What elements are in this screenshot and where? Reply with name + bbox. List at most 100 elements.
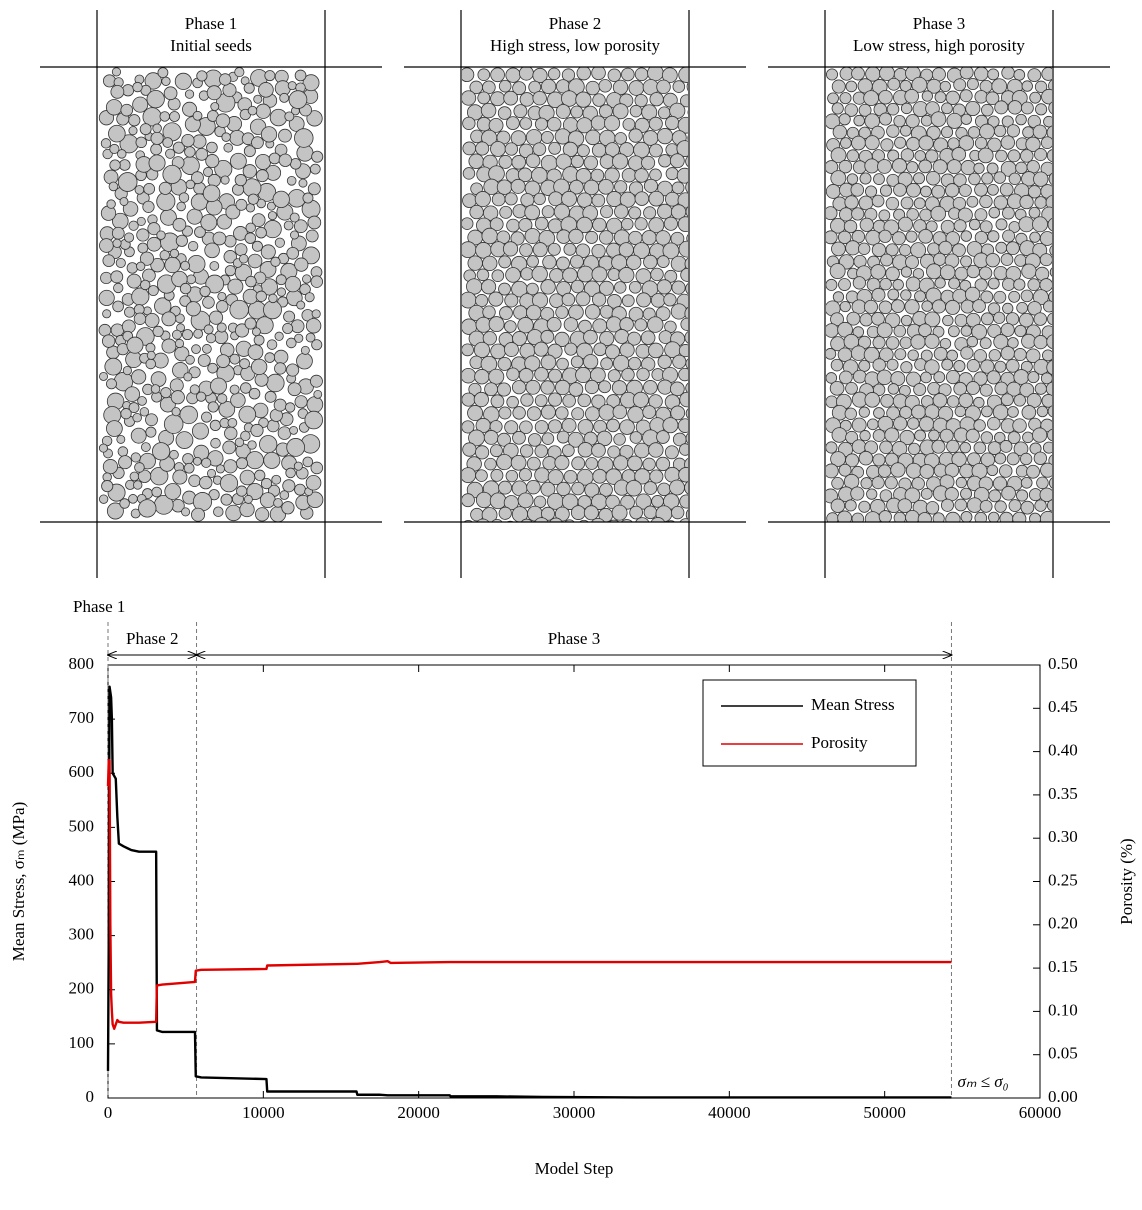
particle — [309, 163, 321, 175]
particle — [310, 275, 323, 288]
particle — [575, 366, 592, 384]
particle — [126, 336, 144, 354]
particle — [1047, 312, 1052, 326]
particle — [146, 350, 156, 360]
particle — [1037, 525, 1048, 536]
particle — [859, 313, 873, 327]
particle — [960, 346, 974, 360]
particle — [921, 90, 933, 102]
particle — [629, 104, 643, 118]
particle — [878, 209, 891, 222]
particle — [999, 182, 1014, 197]
particle — [119, 197, 129, 206]
particle — [554, 506, 570, 522]
particle — [994, 381, 1009, 396]
particle — [1042, 349, 1052, 362]
particle — [132, 96, 149, 113]
particle — [170, 390, 185, 405]
particle — [864, 392, 881, 408]
particle — [955, 476, 967, 489]
particle — [239, 501, 255, 518]
particle — [611, 380, 628, 396]
particle — [1039, 253, 1052, 267]
particle — [511, 380, 527, 395]
particle — [1027, 371, 1040, 384]
particle — [583, 329, 598, 345]
particle — [294, 483, 306, 496]
particle — [171, 407, 181, 417]
particle — [162, 137, 173, 148]
particle — [547, 469, 564, 486]
particle — [534, 394, 548, 407]
particle — [1007, 337, 1019, 349]
particle — [526, 282, 539, 296]
particle — [202, 344, 212, 354]
particle — [879, 489, 893, 502]
particle — [546, 116, 562, 132]
panel-subtitle: Low stress, high porosity — [853, 36, 1025, 55]
particle — [172, 217, 187, 232]
particle — [829, 381, 845, 396]
particle — [136, 216, 146, 226]
particle — [191, 171, 204, 185]
particle — [864, 158, 880, 174]
particle — [973, 349, 987, 363]
particle — [490, 394, 505, 409]
particle — [518, 67, 534, 81]
particle — [279, 490, 290, 500]
particle — [240, 382, 252, 394]
particle — [230, 152, 247, 170]
particle — [924, 359, 940, 375]
particle — [110, 84, 125, 99]
particle — [627, 331, 642, 346]
particle — [192, 456, 202, 466]
particle — [946, 159, 962, 175]
particle — [648, 442, 664, 458]
particle — [1039, 510, 1052, 522]
particle — [98, 289, 115, 306]
particle — [1048, 291, 1052, 303]
particle — [475, 469, 488, 482]
particle — [995, 218, 1008, 231]
particle — [137, 396, 147, 406]
particle — [921, 300, 933, 312]
particle — [1045, 195, 1052, 210]
particle — [904, 88, 919, 104]
y2-axis-label: Porosity (%) — [1117, 838, 1136, 924]
particle — [497, 432, 511, 447]
particle — [918, 135, 934, 151]
y-tick-label: 100 — [69, 1033, 95, 1052]
particle — [286, 438, 306, 457]
particle — [607, 68, 622, 83]
particle — [905, 462, 922, 479]
particle — [1055, 299, 1069, 313]
particle — [555, 104, 571, 119]
particle — [156, 230, 166, 240]
particle — [628, 80, 645, 96]
particle — [985, 521, 991, 522]
particle — [974, 182, 988, 197]
particle — [110, 323, 125, 337]
particle — [994, 452, 1007, 465]
particle — [1008, 499, 1022, 513]
particle — [993, 124, 1007, 138]
y-tick-label: 500 — [69, 816, 95, 835]
particle — [247, 344, 264, 360]
particle — [247, 253, 263, 269]
particle — [111, 226, 125, 240]
particle — [999, 464, 1013, 478]
particle — [974, 208, 988, 222]
particle — [844, 499, 857, 512]
particle — [634, 67, 649, 82]
particle — [100, 205, 117, 221]
particle — [122, 365, 132, 376]
particle — [655, 306, 671, 321]
particle — [1043, 115, 1052, 128]
particle — [694, 217, 709, 232]
particle — [612, 79, 629, 96]
particle — [851, 135, 866, 151]
particle — [532, 242, 548, 258]
particle — [251, 213, 266, 228]
particle — [541, 432, 555, 445]
x-axis-label: Model Step — [535, 1159, 614, 1178]
